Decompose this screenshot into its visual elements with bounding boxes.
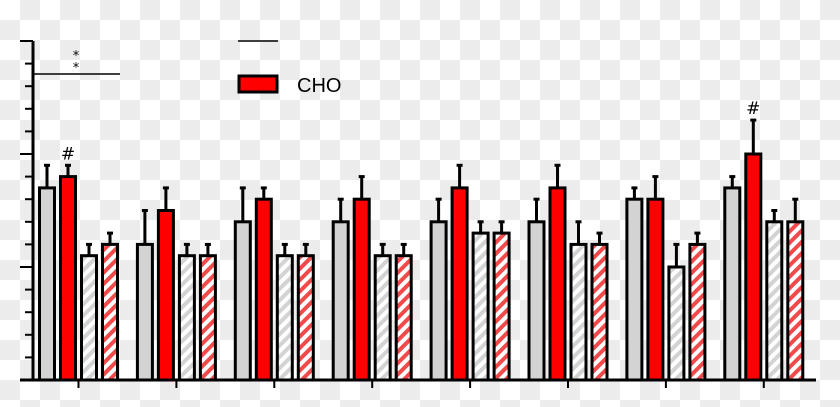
legend: CHO bbox=[237, 40, 341, 97]
bar bbox=[352, 197, 371, 382]
legend-swatch-cho bbox=[237, 74, 279, 94]
bar bbox=[548, 186, 567, 382]
significance-hash: # bbox=[61, 144, 75, 164]
bar bbox=[471, 231, 490, 382]
significance-star: * bbox=[73, 49, 80, 64]
bar bbox=[744, 152, 763, 382]
bar bbox=[590, 242, 609, 382]
bar bbox=[59, 175, 77, 382]
bar bbox=[296, 254, 315, 382]
bar bbox=[275, 254, 294, 382]
bar bbox=[135, 242, 154, 382]
significance-hash: # bbox=[746, 99, 760, 119]
bar bbox=[156, 209, 175, 382]
bar bbox=[688, 242, 707, 382]
bar bbox=[80, 254, 98, 382]
bar bbox=[527, 220, 546, 382]
bar bbox=[646, 197, 665, 382]
bar bbox=[429, 220, 448, 382]
bar bbox=[373, 254, 392, 382]
bar bbox=[786, 220, 805, 382]
bar bbox=[101, 242, 119, 382]
bar bbox=[254, 197, 273, 382]
significance-star: * bbox=[73, 61, 80, 76]
bar bbox=[394, 254, 413, 382]
bar bbox=[667, 265, 686, 382]
bar bbox=[233, 220, 252, 382]
bar bbox=[765, 220, 784, 382]
bar bbox=[331, 220, 350, 382]
bar bbox=[450, 186, 469, 382]
bar bbox=[38, 186, 56, 382]
annotations: # # ** bbox=[33, 49, 760, 164]
legend-label-cho: CHO bbox=[297, 75, 341, 97]
bar bbox=[723, 186, 742, 382]
bar bbox=[625, 197, 644, 382]
bar bbox=[492, 231, 511, 382]
bars bbox=[38, 118, 805, 382]
bar bbox=[569, 242, 588, 382]
bar bbox=[177, 254, 196, 382]
bar bbox=[198, 254, 217, 382]
